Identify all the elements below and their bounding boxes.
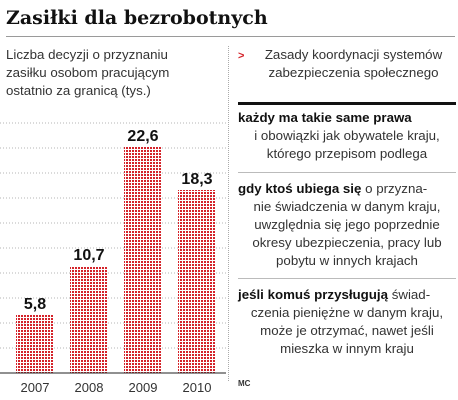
subtitle-line: zasiłku osobom pracującym: [6, 65, 170, 80]
chevron-right-icon: >: [238, 50, 245, 62]
info-block-lead: jeśli komuś przysługują: [238, 287, 389, 302]
bar-2009: [124, 147, 162, 373]
sidebar-rule: [238, 172, 456, 173]
x-tick-label-2009: 2009: [129, 380, 158, 395]
data-label-2008: 10,7: [73, 247, 104, 264]
author-credit: MC: [238, 379, 251, 388]
sidebar-rule: [238, 278, 456, 279]
sidebar-heading-line: zabezpieczenia społecznego: [268, 65, 439, 80]
bar-2010: [178, 190, 216, 373]
info-block-rest: świad-: [388, 287, 431, 302]
bar-chart: 5,8 2007 10,7 2008 22,6 2009 18,3 2010: [0, 122, 226, 395]
info-block-line: może je otrzymać, nawet jeśli: [260, 323, 434, 338]
info-block-line: pobytu w innych krajach: [276, 253, 418, 268]
title-rule: [6, 36, 455, 37]
sidebar-heading-line: Zasady koordynacji systemów: [264, 47, 443, 62]
info-block-line: czenia pieniężne w danym kraju,: [250, 305, 444, 320]
sidebar-heading: > Zasady koordynacji systemów zabezpiecz…: [238, 46, 456, 82]
data-label-2010: 18,3: [181, 171, 212, 188]
info-block-equal-rights: każdy ma takie same prawa i obowiązki ja…: [238, 109, 456, 163]
info-block-line: nie świadczenia w danym kraju,: [253, 199, 441, 214]
info-block-rest: o przyzna-: [361, 181, 428, 196]
data-label-2009: 22,6: [127, 128, 158, 145]
x-tick-label-2008: 2008: [75, 380, 104, 395]
info-block-entitled: jeśli komuś przysługują świad- czenia pi…: [238, 286, 456, 358]
info-block-line: mieszka w innym kraju: [280, 341, 414, 356]
data-label-2007: 5,8: [24, 296, 46, 313]
info-block-line: uwzględnia się jego poprzednie: [254, 217, 440, 232]
page-title: Zasiłki dla bezrobotnych: [6, 7, 268, 29]
chart-subtitle: Liczba decyzji o przyznaniu zasiłku osob…: [6, 46, 211, 100]
bar-2007: [16, 315, 54, 373]
subtitle-line: Liczba decyzji o przyznaniu: [6, 47, 168, 62]
subtitle-line: ostatnio za granicą (tys.): [6, 83, 151, 98]
sidebar-rule: [238, 102, 456, 105]
bar-2008: [70, 266, 108, 373]
info-block-lead: gdy ktoś ubiega się: [238, 181, 362, 196]
info-block-line: którego przepisom podlega: [266, 146, 428, 161]
x-tick-label-2010: 2010: [183, 380, 212, 395]
column-separator: [228, 46, 229, 381]
info-block-lead: każdy ma takie same prawa: [238, 110, 412, 125]
info-block-line: okresy ubezpieczenia, pracy lub: [252, 235, 442, 250]
info-block-applying: gdy ktoś ubiega się o przyzna- nie świad…: [238, 180, 456, 270]
info-block-line: i obowiązki jak obywatele kraju,: [254, 128, 440, 143]
x-tick-label-2007: 2007: [21, 380, 50, 395]
